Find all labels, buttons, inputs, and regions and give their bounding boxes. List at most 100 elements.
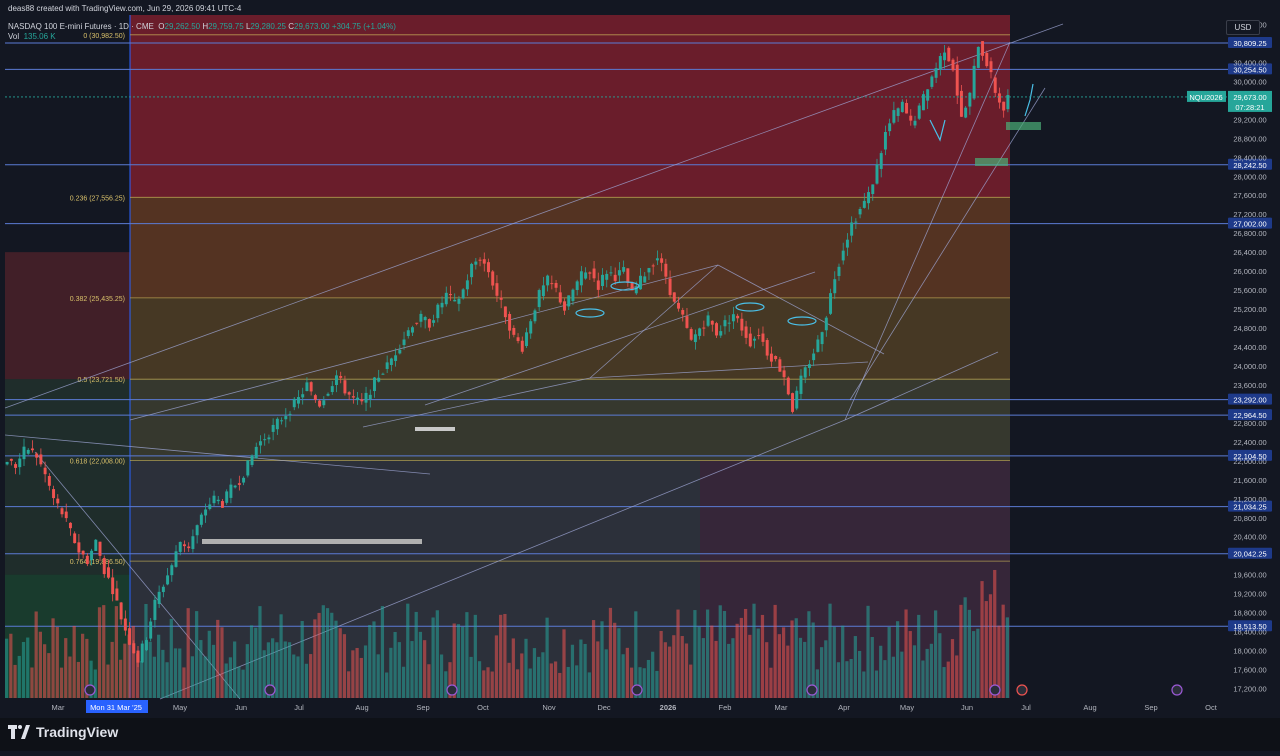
volume-bar (946, 661, 950, 698)
event-marker-icon (264, 684, 276, 696)
volume-bar (515, 669, 520, 698)
candle-body (951, 59, 955, 71)
candle-body (934, 68, 938, 78)
volume-bar (34, 611, 38, 698)
candle-body (335, 375, 338, 385)
symbol-title: NASDAQ 100 E-mini Futures · 1D · CME (8, 22, 154, 31)
candle-body (858, 208, 862, 215)
volume-bar (608, 607, 613, 698)
y-tick-label: 21,200.00 (1233, 495, 1266, 504)
volume-bar (1001, 604, 1005, 698)
volume-bar (317, 612, 321, 698)
candle-body (571, 289, 575, 302)
y-tick-label: 19,200.00 (1233, 590, 1266, 599)
candle-body (166, 575, 170, 585)
volume-bar (5, 638, 9, 698)
event-marker-icon (631, 684, 643, 696)
event-marker-icon (806, 684, 818, 696)
candle-body (411, 327, 414, 333)
volume-bar (659, 630, 663, 698)
volume-bar (249, 625, 254, 698)
candle-body (710, 320, 714, 325)
volume-bar (266, 642, 271, 698)
volume-bar (528, 668, 532, 698)
volume-bar (993, 569, 997, 698)
candle-body (744, 326, 748, 338)
candle-body (427, 319, 431, 328)
volume-bar (30, 667, 34, 698)
x-tick-label: Jun (961, 703, 973, 712)
candle-body (389, 358, 393, 365)
event-marker-icon (1171, 684, 1183, 696)
candle-body (444, 292, 448, 305)
candle-body (52, 489, 56, 499)
volume-bar (482, 670, 486, 698)
annotation-ellipse (610, 281, 640, 291)
level-price-label: 30,809.25 (1233, 39, 1266, 48)
volume-bar (241, 669, 245, 698)
candle-body (81, 550, 85, 555)
candle-body (651, 265, 655, 267)
level-price-label: 20,042.25 (1233, 550, 1266, 559)
volume-bar (490, 671, 494, 698)
tradingview-logo[interactable]: TradingView (8, 724, 118, 740)
volume-bar (376, 654, 380, 698)
volume-bar (283, 641, 287, 698)
candle-body (271, 424, 275, 432)
candle-body (5, 461, 9, 465)
volume-bar (439, 654, 444, 698)
candle-body (672, 292, 676, 302)
candle-body (149, 621, 153, 639)
y-tick-label: 17,200.00 (1233, 685, 1266, 694)
volume-bar (705, 609, 710, 698)
volume-bar (575, 665, 579, 698)
candle-body (596, 280, 600, 290)
y-tick-label: 19,600.00 (1233, 571, 1266, 580)
candle-body (655, 258, 659, 261)
volume-bar (765, 642, 769, 698)
volume-bar (351, 650, 355, 698)
volume-bar (114, 606, 119, 698)
candle-body (554, 282, 558, 288)
volume-bar (279, 614, 283, 698)
candle-body (111, 577, 115, 595)
volume-bar (929, 643, 933, 698)
volume-bar (68, 656, 72, 698)
candle-body (816, 339, 820, 352)
candle-body (693, 334, 697, 343)
volume-bar (828, 603, 832, 698)
change-value: +304.75 (+1.04%) (331, 22, 396, 31)
volume-bar (604, 649, 608, 698)
candle-body (208, 504, 212, 509)
volume-bar (655, 670, 659, 698)
candle-body (478, 259, 482, 261)
volume-bar (836, 662, 841, 698)
candle-body (1002, 101, 1006, 111)
volume-bar (807, 611, 811, 698)
currency-button[interactable]: USD (1226, 20, 1260, 35)
volume-bar (199, 640, 203, 698)
candle-body (237, 483, 241, 485)
candle-body (740, 318, 744, 331)
earnings-marker-icon (1016, 684, 1028, 696)
y-tick-label: 28,400.00 (1233, 153, 1266, 162)
volume-bar (325, 608, 330, 698)
candle-body (220, 501, 224, 508)
volume-bar (904, 609, 908, 698)
candle-body (761, 333, 765, 342)
level-price-label: 22,104.50 (1233, 452, 1266, 461)
y-tick-label: 26,400.00 (1233, 248, 1266, 257)
candle-body (364, 392, 368, 403)
volume-bar (355, 647, 359, 698)
volume-bar (727, 643, 731, 698)
volume-bar (638, 667, 642, 698)
candle-body (807, 364, 811, 368)
volume-bar (224, 663, 228, 698)
volume-bar (292, 654, 296, 698)
volume-bar (38, 631, 43, 698)
candle-body (419, 313, 423, 322)
volume-bar (520, 653, 524, 698)
fib-zone (130, 379, 1010, 461)
